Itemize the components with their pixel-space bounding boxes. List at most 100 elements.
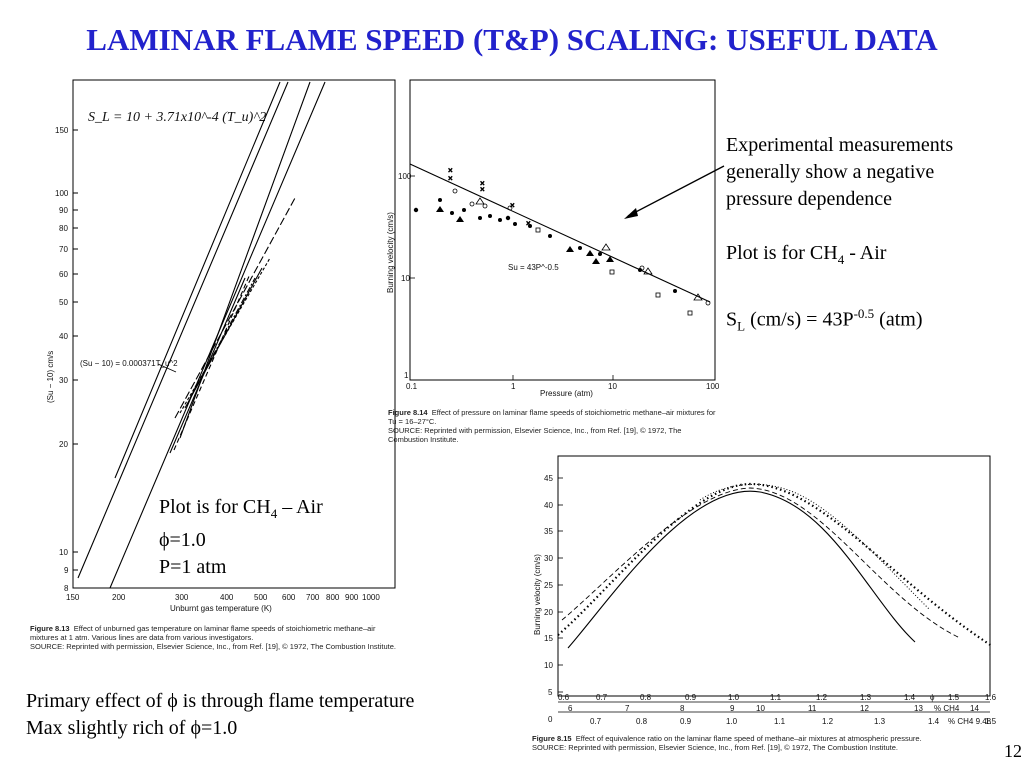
note-line-2: generally show a negative bbox=[726, 161, 935, 183]
svg-text:1.5: 1.5 bbox=[985, 717, 997, 726]
svg-text:ϕ: ϕ bbox=[930, 693, 935, 702]
pressure-x-label: Pressure (atm) bbox=[540, 389, 593, 398]
svg-text:0.8: 0.8 bbox=[636, 717, 648, 726]
caption-text: Effect of equivalence ratio on the lamin… bbox=[575, 734, 922, 743]
bottom-notes: Primary effect of ϕ is through flame tem… bbox=[26, 688, 526, 742]
svg-text:35: 35 bbox=[544, 527, 553, 536]
right-notes: Experimental measurements generally show… bbox=[726, 132, 1022, 340]
caption-title: Figure 8.14 bbox=[388, 408, 428, 417]
svg-text:1.4: 1.4 bbox=[904, 693, 916, 702]
svg-text:6: 6 bbox=[568, 704, 573, 713]
svg-text:0.9: 0.9 bbox=[685, 693, 697, 702]
ptick-10: 10 bbox=[401, 274, 410, 283]
svg-text:11: 11 bbox=[808, 704, 817, 713]
svg-text:0.7: 0.7 bbox=[596, 693, 608, 702]
svg-text:0.9: 0.9 bbox=[680, 717, 692, 726]
data-lines bbox=[77, 81, 326, 589]
data-points bbox=[413, 198, 677, 293]
ch4-scale-labels: 6 7 8 9 10 11 12 13 % CH4 14 bbox=[568, 704, 979, 713]
svg-text:13: 13 bbox=[914, 704, 923, 713]
xtick-400: 400 bbox=[220, 593, 234, 602]
caption-source: SOURCE: Reprinted with permission, Elsev… bbox=[30, 642, 396, 651]
svg-text:1.1: 1.1 bbox=[774, 717, 786, 726]
pxtick-1: 1 bbox=[511, 382, 516, 391]
ytick-40: 40 bbox=[59, 332, 68, 341]
note-line-1: Experimental measurements bbox=[726, 134, 954, 156]
svg-text:5: 5 bbox=[548, 688, 553, 697]
svg-text:0.7: 0.7 bbox=[590, 717, 602, 726]
xtick-500: 500 bbox=[254, 593, 268, 602]
xtick-800: 800 bbox=[326, 593, 340, 602]
pressure-note: P=1 atm bbox=[159, 556, 227, 578]
caption-title: Figure 8.15 bbox=[532, 734, 572, 743]
svg-text:1.3: 1.3 bbox=[874, 717, 886, 726]
bottom-line-1: Primary effect of ϕ is through flame tem… bbox=[26, 690, 415, 712]
svg-text:30: 30 bbox=[544, 554, 553, 563]
svg-text:20: 20 bbox=[544, 608, 553, 617]
svg-text:15: 15 bbox=[544, 634, 553, 643]
svg-text:×: × bbox=[448, 166, 453, 175]
ytick-80: 80 bbox=[59, 224, 68, 233]
ytick-70: 70 bbox=[59, 245, 68, 254]
figure-8-14-caption: Figure 8.14 Effect of pressure on lamina… bbox=[388, 408, 720, 444]
svg-text:12: 12 bbox=[860, 704, 869, 713]
svg-text:×: × bbox=[510, 201, 515, 210]
ytick-50: 50 bbox=[59, 298, 68, 307]
fit-label: Su = 43P^-0.5 bbox=[508, 263, 559, 272]
phi-scale-labels: 0.6 0.7 0.8 0.9 1.0 1.1 1.2 1.3 1.4 ϕ 1.… bbox=[558, 693, 997, 702]
ytick-8: 8 bbox=[64, 584, 69, 593]
svg-text:9: 9 bbox=[730, 704, 735, 713]
ytick-100: 100 bbox=[55, 189, 69, 198]
svg-text:% CH4: % CH4 bbox=[934, 704, 960, 713]
svg-text:×: × bbox=[480, 185, 485, 194]
svg-text:1.0: 1.0 bbox=[728, 693, 740, 702]
svg-text:×: × bbox=[526, 219, 531, 228]
phi-note: ϕ=1.0 bbox=[159, 529, 206, 551]
pxtick-100: 100 bbox=[706, 382, 720, 391]
svg-text:0: 0 bbox=[548, 715, 553, 724]
y-tick-labels: 150 100 90 80 70 60 50 40 30 20 10 9 8 bbox=[55, 126, 69, 593]
pointer-arrow bbox=[624, 165, 725, 219]
ytick-30: 30 bbox=[59, 376, 68, 385]
svg-text:×: × bbox=[448, 174, 453, 183]
xtick-150: 150 bbox=[66, 593, 80, 602]
secondary-axes bbox=[558, 701, 990, 713]
xtick-300: 300 bbox=[175, 593, 189, 602]
xtick-1000: 1000 bbox=[362, 593, 380, 602]
plot-for-note: Plot is for CH4 - Air bbox=[726, 242, 887, 267]
dotted-curve-light bbox=[699, 483, 931, 611]
svg-text:1.0: 1.0 bbox=[726, 717, 738, 726]
phi-y-label: Burning velocity (cm/s) bbox=[533, 554, 542, 635]
fit-annotation: (Su − 10) = 0.000371T_u^2 bbox=[80, 359, 178, 368]
ytick-60: 60 bbox=[59, 270, 68, 279]
formula: S_L = 10 + 3.71x10^-4 (T_u)^2 bbox=[88, 110, 266, 125]
ytick-150: 150 bbox=[55, 126, 69, 135]
svg-text:0.6: 0.6 bbox=[558, 693, 570, 702]
pxtick-10: 10 bbox=[608, 382, 617, 391]
svg-text:45: 45 bbox=[544, 474, 553, 483]
page-number: 12 bbox=[1004, 741, 1022, 761]
y-axis-label: (Su − 10) cm/s bbox=[46, 351, 55, 403]
svg-text:40: 40 bbox=[544, 501, 553, 510]
bottom-line-2: Max slightly rich of ϕ=1.0 bbox=[26, 717, 238, 739]
ytick-20: 20 bbox=[59, 440, 68, 449]
figure-8-13-caption: Figure 8.13 Effect of unburned gas tempe… bbox=[30, 624, 400, 651]
caption-text: Effect of pressure on laminar flame spee… bbox=[388, 408, 716, 426]
ptick-1: 1 bbox=[404, 371, 409, 380]
caption-source: SOURCE: Reprinted with permission, Elsev… bbox=[532, 743, 898, 752]
ytick-90: 90 bbox=[59, 206, 68, 215]
x-tick-labels: 150 200 300 400 500 600 700 800 900 1000 bbox=[66, 593, 380, 602]
ytick-10: 10 bbox=[59, 548, 68, 557]
pressure-y-label: Burning velocity (cm/s) bbox=[386, 212, 395, 293]
svg-text:1.4: 1.4 bbox=[928, 717, 940, 726]
phi-scale-labels-2: 0.7 0.8 0.9 1.0 1.1 1.2 1.3 1.4 % CH4 9.… bbox=[590, 717, 997, 726]
dotted-curve-heavy bbox=[557, 482, 993, 647]
note-line-3: pressure dependence bbox=[726, 188, 893, 210]
caption-text: Effect of unburned gas temperature on la… bbox=[30, 624, 376, 642]
svg-text:8: 8 bbox=[680, 704, 685, 713]
fit-equation: SL (cm/s) = 43P-0.5 (atm) bbox=[726, 306, 923, 334]
svg-text:% CH4 9.48: % CH4 9.48 bbox=[948, 717, 992, 726]
ytick-9: 9 bbox=[64, 566, 69, 575]
svg-text:1.3: 1.3 bbox=[860, 693, 872, 702]
svg-text:25: 25 bbox=[544, 581, 553, 590]
